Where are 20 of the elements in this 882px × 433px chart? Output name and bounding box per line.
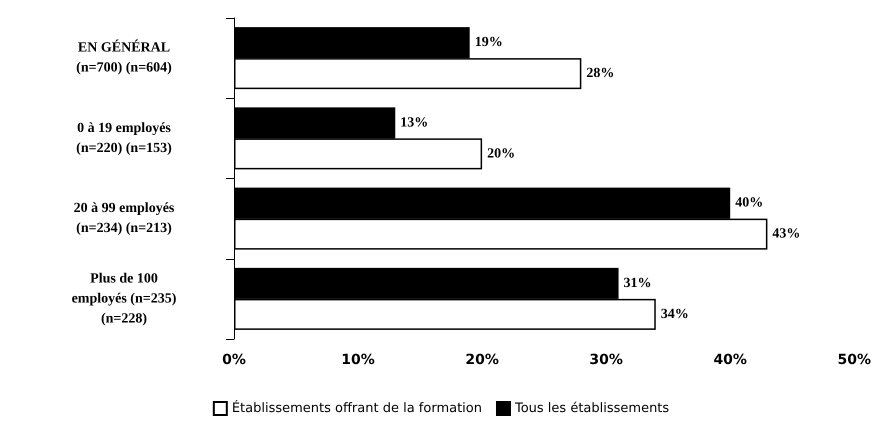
x-tick-label: 0% (222, 352, 246, 368)
data-label: 20% (487, 146, 516, 162)
x-tick-label: 20% (465, 352, 499, 368)
y-tick-label: EN GÉNÉRAL (n=700) (n=604) (76, 38, 172, 76)
x-tick-label: 10% (341, 352, 375, 368)
legend-label: Tous les établissements (514, 401, 670, 416)
x-tick-label: 50% (837, 352, 872, 368)
data-label: 31% (624, 276, 652, 291)
y-tick-label: Plus de 100 employés (n=235) (n=228) (72, 271, 177, 326)
data-label: 28% (586, 66, 614, 82)
y-tick-label: 20 à 99 employés (n=234) (n=213) (74, 201, 175, 236)
data-label: 40% (735, 196, 764, 211)
x-tick-label: 40% (713, 352, 747, 368)
x-tick-label: 30% (589, 352, 623, 368)
data-label: 43% (772, 226, 800, 242)
data-label: 19% (474, 35, 503, 50)
data-label: 34% (660, 306, 689, 322)
data-label: 13% (400, 115, 428, 130)
y-tick-label: 0 à 19 employés (n=220) (n=153) (76, 120, 172, 156)
legend-label: Établissements offrant de la formation (232, 399, 482, 416)
